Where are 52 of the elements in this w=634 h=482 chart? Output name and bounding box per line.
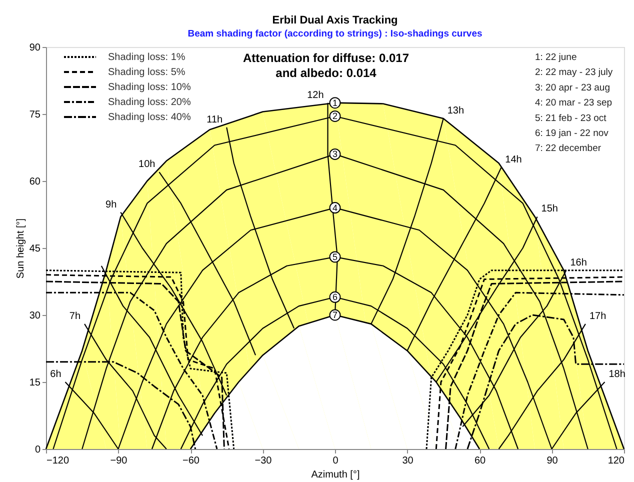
series-label: 3 <box>332 149 338 160</box>
chart-subtitle: Beam shading factor (according to strings) : Iso-shadings curves <box>188 28 482 40</box>
x-tick-label: −60 <box>182 456 200 466</box>
x-tick-label: −120 <box>46 456 70 466</box>
annotation: 3: 20 apr - 23 aug <box>535 82 610 94</box>
annotation: 18h <box>608 369 626 380</box>
legend-label: Shading loss: 20% <box>108 97 191 108</box>
y-tick-label: 15 <box>29 378 41 388</box>
series-label: 1 <box>332 98 338 108</box>
x-tick-label: 120 <box>608 456 625 466</box>
annotation: 13h <box>447 105 464 116</box>
annotation: 2: 22 may - 23 july <box>535 67 613 78</box>
annotation: 6h <box>50 369 62 380</box>
x-tick-label: −90 <box>110 456 128 466</box>
legend-label: Shading loss: 5% <box>108 67 186 78</box>
x-axis-title: Azimuth [°] <box>311 470 360 480</box>
annotation: 7: 22 december <box>535 143 602 154</box>
annotation: 1: 22 june <box>535 52 577 63</box>
legend-label: Shading loss: 10% <box>108 82 191 93</box>
series-label: 5 <box>332 252 338 262</box>
annotation: Attenuation for diffuse: 0.017 and albedo: 0.014 <box>242 51 410 80</box>
annotation: 10h <box>138 159 156 170</box>
annotation: 5: 21 feb - 23 oct <box>535 112 607 124</box>
series-label: 2 <box>332 111 338 122</box>
y-tick-label: 90 <box>29 42 41 54</box>
x-tick-label: 30 <box>402 456 414 466</box>
annotation: 14h <box>505 154 522 166</box>
chart-title: Erbil Dual Axis Tracking <box>272 14 398 26</box>
annotation: 16h <box>570 257 587 268</box>
legend-label: Shading loss: 1% <box>108 52 186 63</box>
y-axis-title: Sun height [°] <box>15 218 26 279</box>
annotation: 12h <box>307 90 324 101</box>
annotation: 15h <box>541 204 558 215</box>
y-tick-label: 30 <box>29 310 41 322</box>
annotation: 4: 20 mar - 23 sep <box>535 98 612 109</box>
annotation: 11h <box>206 114 223 126</box>
x-tick-label: 90 <box>546 456 558 466</box>
y-tick-label: 45 <box>29 244 41 254</box>
x-tick-label: 0 <box>332 456 339 466</box>
annotation: 7h <box>69 310 81 322</box>
x-tick-label: 60 <box>474 456 486 466</box>
annotation: 9h <box>106 199 117 210</box>
y-tick-label: 0 <box>34 444 41 456</box>
series-label: 6 <box>332 292 338 302</box>
series-label: 4 <box>332 202 338 213</box>
y-tick-label: 60 <box>29 176 41 188</box>
x-tick-label: −30 <box>254 456 272 466</box>
y-tick-label: 75 <box>29 110 41 120</box>
legend-label: Shading loss: 40% <box>108 112 191 123</box>
annotation: 6: 19 jan - 22 nov <box>535 128 609 139</box>
annotation: 17h <box>589 310 606 322</box>
series-label: 7 <box>332 310 338 320</box>
